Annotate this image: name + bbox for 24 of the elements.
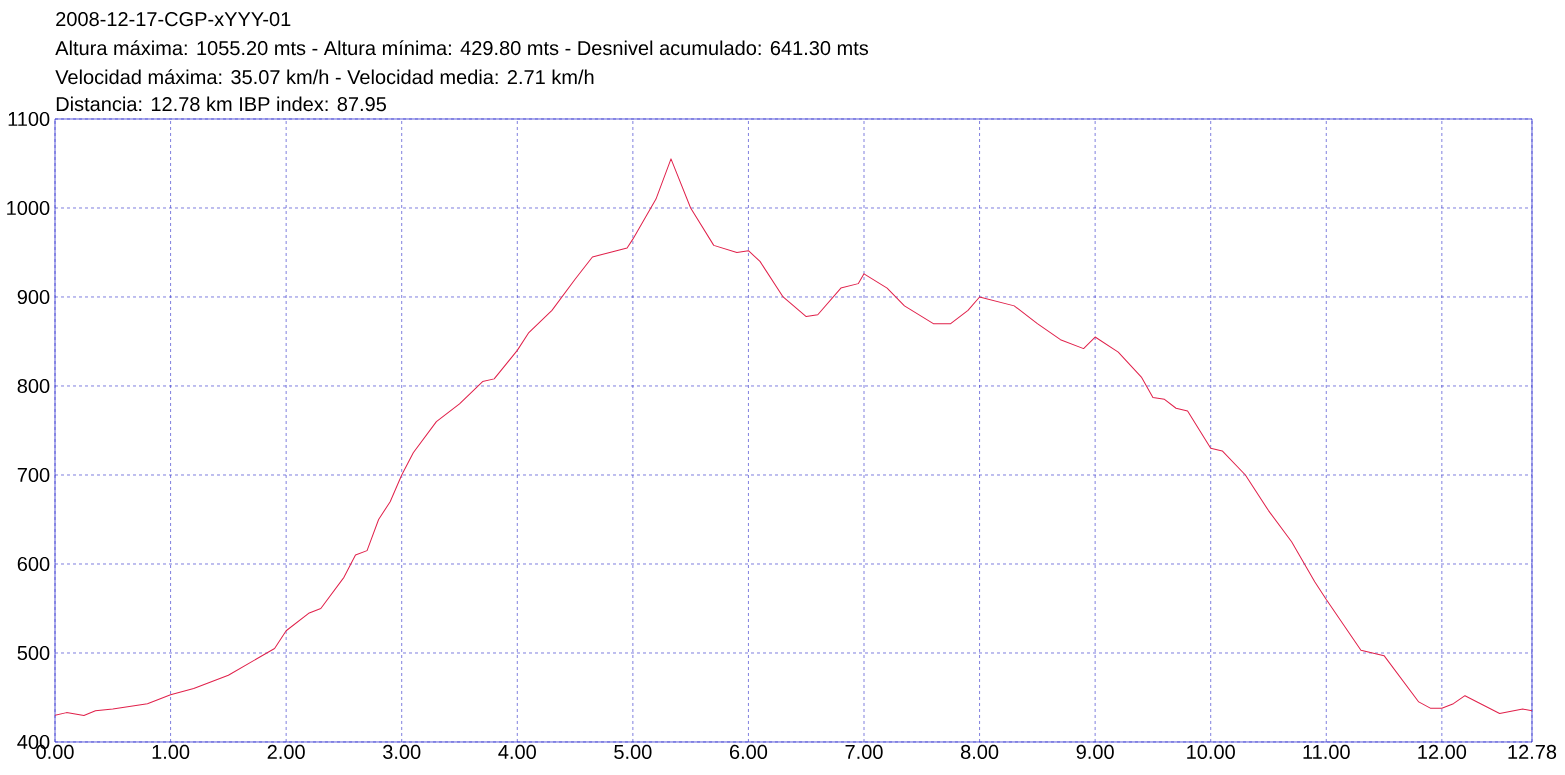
x-tick-label: 4.00 — [498, 744, 536, 759]
x-tick-label: 3.00 — [383, 744, 421, 759]
x-tick-label: 9.00 — [1076, 744, 1114, 759]
x-tick-label: 1.00 — [152, 744, 190, 759]
x-tick-label: 8.00 — [960, 744, 999, 759]
x-tick-label: 12.78 — [1508, 744, 1557, 759]
x-tick-label: 2.00 — [267, 744, 305, 759]
x-tick-label: 7.00 — [845, 744, 883, 759]
y-tick-label: 600 — [17, 556, 50, 572]
y-tick-label: 1000 — [7, 200, 50, 216]
x-tick-label: 12.00 — [1418, 744, 1467, 759]
y-tick-label: 500 — [17, 645, 50, 661]
x-tick-label: 10.00 — [1187, 744, 1235, 759]
x-tick-label: 5.00 — [614, 744, 652, 759]
x-tick-label: 11.00 — [1303, 744, 1350, 759]
x-tick-label: 6.00 — [729, 744, 768, 759]
text: Distancia: 12.78 km IBP index: 87.95 — [56, 96, 386, 112]
y-tick-label: 800 — [17, 378, 50, 394]
chart-subtitle: Altura máxima: 1055.20 mts - Altura mínima: 429.80 mts - Desnivel acumulado: 641.30 mts — [55, 40, 869, 56]
text: Velocidad máxima: 35.07 km/h - Velocidad media: 2.71 km/h — [55, 69, 594, 85]
y-tick-label: 900 — [17, 289, 50, 305]
chart-title: 2008-12-17-CGP-xYYY-01 — [56, 12, 291, 27]
y-tick-label: 700 — [17, 467, 50, 483]
y-tick-label: 1100 — [8, 111, 50, 127]
